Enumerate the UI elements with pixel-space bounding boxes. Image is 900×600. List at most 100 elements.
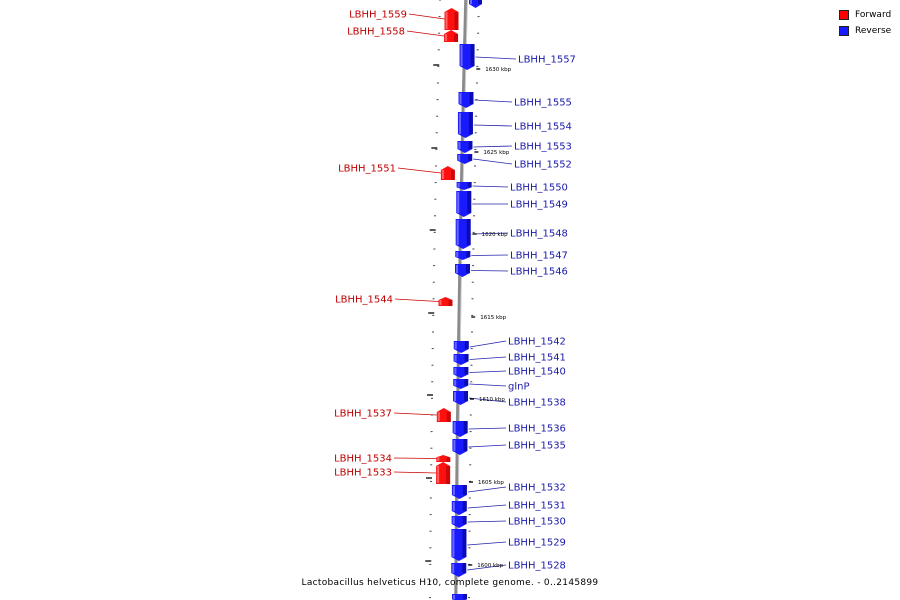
reverse-gene[interactable] <box>458 92 474 108</box>
reverse-gene-label[interactable]: LBHH_1546 <box>510 267 568 278</box>
reverse-gene-label[interactable]: LBHH_1555 <box>514 98 572 109</box>
forward-genes: LBHH_1559 LBHH_1558 LBHH_1551 LBHH_1544 LBHH… <box>334 8 459 484</box>
label-leader <box>471 232 509 235</box>
label-leader <box>468 397 507 403</box>
reverse-gene-label[interactable]: LBHH_1554 <box>514 122 572 133</box>
reverse-gene[interactable] <box>452 594 468 600</box>
label-leader <box>468 427 507 430</box>
legend-forward-label: Forward <box>855 10 892 20</box>
reverse-gene-label[interactable]: LBHH_1535 <box>508 441 566 452</box>
reverse-gene[interactable] <box>451 529 467 561</box>
genome-caption: Lactobacillus helveticus H10, complete g… <box>301 578 599 588</box>
reverse-gene[interactable] <box>457 154 473 164</box>
reverse-gene[interactable] <box>459 44 475 70</box>
label-leader <box>397 167 441 174</box>
label-leader <box>467 541 507 546</box>
reverse-gene-label[interactable]: LBHH_1549 <box>510 200 568 211</box>
forward-gene-label[interactable]: LBHH_1537 <box>334 409 392 420</box>
reverse-gene[interactable] <box>451 485 467 499</box>
reverse-gene[interactable] <box>453 391 469 405</box>
label-leader <box>473 124 513 127</box>
scale-label: 1620 kbp <box>482 232 508 238</box>
label-leader <box>472 185 509 188</box>
forward-gene[interactable] <box>436 455 451 462</box>
label-leader <box>408 13 445 20</box>
reverse-gene-label[interactable]: LBHH_1540 <box>508 367 566 378</box>
reverse-gene-label[interactable]: LBHH_1538 <box>508 398 566 409</box>
reverse-gene-label[interactable]: LBHH_1530 <box>508 517 566 528</box>
label-leader <box>471 270 509 272</box>
minor-ticks-right <box>468 0 480 599</box>
reverse-gene[interactable] <box>456 182 472 190</box>
reverse-gene-label[interactable]: glnP <box>508 382 530 393</box>
reverse-gene-label[interactable]: LBHH_1552 <box>514 160 572 171</box>
reverse-gene-label[interactable]: LBHH_1547 <box>510 251 568 262</box>
forward-gene-label[interactable]: LBHH_1544 <box>335 295 393 306</box>
reverse-gene[interactable] <box>455 264 471 277</box>
reverse-gene[interactable] <box>451 563 467 577</box>
scale-markers: 1630 kbp 1625 kbp 1620 kbp 1615 kbp 1610 kbp… <box>425 64 512 569</box>
legend-reverse-label: Reverse <box>855 26 892 36</box>
label-leader <box>406 30 445 37</box>
scale-label: 1610 kbp <box>479 397 505 403</box>
scale-label: 1615 kbp <box>480 315 506 321</box>
reverse-gene-label[interactable]: LBHH_1553 <box>514 142 572 153</box>
forward-gene[interactable] <box>438 297 453 306</box>
reverse-gene-label[interactable]: LBHH_1542 <box>508 337 566 348</box>
reverse-gene-label[interactable]: LBHH_1550 <box>510 183 568 194</box>
label-leader <box>474 99 513 103</box>
forward-gene[interactable] <box>436 462 451 484</box>
reverse-gene[interactable] <box>456 191 472 217</box>
reverse-gene[interactable] <box>457 112 473 138</box>
reverse-gene[interactable] <box>453 354 469 365</box>
reverse-gene-label[interactable]: LBHH_1531 <box>508 501 566 512</box>
forward-gene-label[interactable]: LBHH_1559 <box>349 10 407 21</box>
label-leader <box>467 504 507 509</box>
reverse-gene[interactable] <box>452 421 468 437</box>
reverse-gene[interactable] <box>451 501 467 515</box>
label-leader <box>473 145 513 148</box>
label-leader <box>467 564 507 571</box>
label-leader <box>469 370 507 373</box>
reverse-gene[interactable] <box>455 251 471 260</box>
label-leader <box>475 56 517 60</box>
legend-forward-swatch <box>839 10 849 20</box>
reverse-gene-label[interactable]: LBHH_1528 <box>508 561 566 572</box>
reverse-gene[interactable] <box>469 0 482 8</box>
reverse-gene[interactable] <box>452 439 468 455</box>
label-leader <box>467 486 507 493</box>
scale-label: 1625 kbp <box>483 150 509 156</box>
forward-gene[interactable] <box>444 8 459 30</box>
forward-gene[interactable] <box>440 166 455 180</box>
forward-gene-label[interactable]: LBHH_1558 <box>347 27 405 38</box>
reverse-gene[interactable] <box>457 141 473 153</box>
label-leader <box>467 520 507 523</box>
label-leader <box>394 298 439 302</box>
reverse-genes: LBHH_1557 LBHH_1555 LBHH_1554 LBHH_1553 LBHH… <box>451 0 576 600</box>
minor-ticks-left <box>429 0 441 599</box>
forward-gene-label[interactable]: LBHH_1551 <box>338 164 396 175</box>
forward-gene[interactable] <box>444 30 459 42</box>
reverse-gene[interactable] <box>453 379 469 389</box>
reverse-gene-label[interactable]: LBHH_1557 <box>518 55 576 66</box>
reverse-gene-label[interactable]: LBHH_1532 <box>508 483 566 494</box>
forward-gene-label[interactable]: LBHH_1534 <box>334 454 392 465</box>
reverse-gene-label[interactable]: LBHH_1529 <box>508 538 566 549</box>
label-leader <box>393 412 437 416</box>
label-leader <box>471 254 509 256</box>
reverse-gene-label[interactable]: LBHH_1541 <box>508 353 566 364</box>
reverse-gene[interactable] <box>453 341 469 353</box>
reverse-gene[interactable] <box>453 367 469 378</box>
forward-gene[interactable] <box>436 408 451 422</box>
reverse-gene-label[interactable]: LBHH_1548 <box>510 229 568 240</box>
reverse-gene[interactable] <box>455 219 471 249</box>
scale-label: 1605 kbp <box>478 480 504 486</box>
forward-gene-label[interactable]: LBHH_1533 <box>334 468 392 479</box>
reverse-gene-label[interactable]: LBHH_1536 <box>508 424 566 435</box>
label-leader <box>468 444 507 448</box>
label-leader <box>469 356 507 360</box>
label-leader <box>469 340 507 348</box>
label-leader <box>393 471 437 474</box>
reverse-gene[interactable] <box>451 516 467 528</box>
